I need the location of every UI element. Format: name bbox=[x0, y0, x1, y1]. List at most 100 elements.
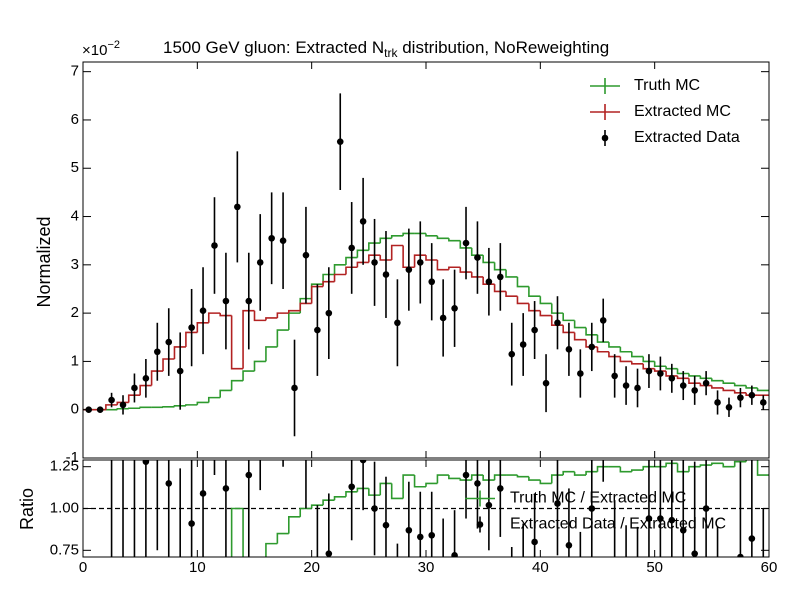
data-point bbox=[348, 483, 355, 491]
y-multiplier-base: ×10 bbox=[82, 42, 107, 59]
data-point bbox=[222, 485, 230, 492]
step-segment bbox=[539, 480, 552, 485]
step-segment bbox=[425, 482, 438, 487]
step-segment bbox=[665, 462, 678, 467]
data-point bbox=[611, 372, 618, 380]
step-segment bbox=[619, 356, 632, 363]
step-segment bbox=[162, 358, 175, 372]
step-segment bbox=[722, 380, 735, 384]
step-segment bbox=[459, 478, 472, 481]
y-tick-label: 3 bbox=[71, 256, 79, 273]
data-point bbox=[108, 396, 115, 404]
step-segment bbox=[299, 302, 312, 311]
data-point bbox=[508, 590, 515, 597]
step-segment bbox=[230, 507, 244, 557]
step-segment bbox=[596, 465, 609, 472]
data-point bbox=[131, 384, 138, 392]
data-point bbox=[702, 505, 710, 512]
step-segment bbox=[242, 370, 255, 381]
step-segment bbox=[745, 460, 747, 462]
y-tick-label: 5 bbox=[71, 159, 79, 176]
data-point bbox=[211, 242, 218, 249]
data-point bbox=[531, 538, 538, 546]
step-segment bbox=[596, 334, 609, 343]
data-point bbox=[634, 594, 641, 599]
y-tick-label: -1 bbox=[66, 449, 79, 466]
data-point bbox=[497, 485, 504, 492]
chart-title: 1500 GeV gluon: Extracted Ntrk distribut… bbox=[163, 38, 609, 60]
step-segment bbox=[699, 375, 712, 380]
data-point bbox=[416, 259, 424, 266]
data-point bbox=[177, 569, 184, 576]
data-point bbox=[96, 406, 104, 414]
step-segment bbox=[619, 346, 632, 353]
legend-swatch bbox=[601, 134, 609, 142]
data-point bbox=[325, 309, 333, 317]
step-segment bbox=[230, 379, 244, 391]
step-segment bbox=[516, 276, 529, 288]
step-segment bbox=[448, 238, 461, 242]
plot-content bbox=[83, 93, 769, 437]
step-segment bbox=[356, 249, 369, 258]
step-segment bbox=[676, 463, 689, 473]
step-segment bbox=[242, 508, 244, 557]
legend-label: Extracted Data bbox=[634, 129, 740, 146]
step-segment bbox=[539, 310, 552, 317]
step-segment bbox=[345, 490, 358, 497]
data-point bbox=[165, 480, 173, 487]
data-point bbox=[622, 382, 630, 389]
data-point bbox=[474, 254, 481, 261]
data-point bbox=[577, 370, 584, 377]
data-point bbox=[691, 387, 698, 394]
step-segment bbox=[516, 296, 529, 305]
step-segment bbox=[425, 233, 438, 237]
data-point bbox=[302, 251, 310, 259]
step-segment bbox=[150, 370, 164, 386]
step-segment bbox=[402, 474, 415, 499]
step-segment bbox=[516, 475, 529, 478]
data-point bbox=[542, 379, 550, 387]
step-segment bbox=[493, 284, 507, 293]
step-segment bbox=[333, 264, 346, 275]
data-point bbox=[142, 460, 150, 465]
data-point bbox=[120, 560, 127, 567]
data-point bbox=[314, 326, 321, 334]
data-point bbox=[679, 382, 687, 389]
step-segment bbox=[562, 313, 575, 322]
x-tick-label: 0 bbox=[79, 559, 87, 576]
step-segment bbox=[368, 488, 381, 496]
data-point bbox=[348, 244, 355, 252]
step-segment bbox=[413, 475, 426, 488]
data-point bbox=[325, 550, 333, 557]
data-point bbox=[428, 278, 436, 286]
step-segment bbox=[255, 584, 266, 599]
data-point bbox=[508, 350, 516, 358]
data-point bbox=[176, 367, 184, 375]
data-point bbox=[565, 346, 573, 353]
data-point bbox=[405, 266, 413, 273]
data-point bbox=[440, 562, 447, 569]
step-segment bbox=[173, 346, 186, 359]
y-tick-label: 6 bbox=[71, 111, 79, 128]
step-segment bbox=[390, 483, 404, 500]
data-point bbox=[245, 297, 253, 305]
step-segment bbox=[756, 387, 769, 392]
x-tick-label: 30 bbox=[418, 559, 435, 576]
data-point bbox=[336, 138, 344, 145]
step-segment bbox=[722, 387, 735, 392]
step-segment bbox=[173, 405, 186, 407]
data-point bbox=[634, 384, 641, 392]
step-segment bbox=[253, 360, 266, 372]
step-segment bbox=[493, 262, 507, 271]
plot-area bbox=[83, 460, 769, 557]
data-point bbox=[588, 505, 596, 512]
data-point bbox=[428, 531, 436, 539]
step-segment bbox=[333, 495, 346, 501]
step-segment bbox=[608, 351, 621, 358]
step-segment bbox=[265, 317, 278, 321]
data-point bbox=[485, 278, 493, 286]
data-point bbox=[142, 375, 150, 382]
step-segment bbox=[631, 351, 644, 358]
step-segment bbox=[585, 327, 598, 336]
data-point bbox=[599, 317, 607, 324]
